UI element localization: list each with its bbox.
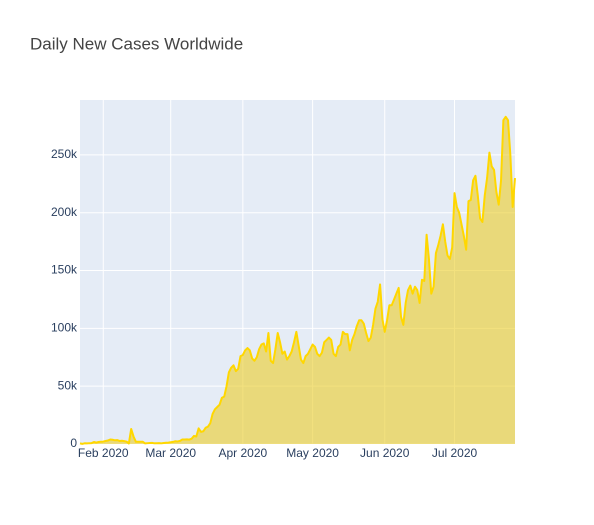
x-tick-label: Jul 2020 [432, 446, 478, 460]
x-tick-label: Apr 2020 [218, 446, 267, 460]
chart-title: Daily New Cases Worldwide [30, 34, 243, 53]
area-fill [80, 116, 515, 445]
line [79, 115, 516, 445]
y-tick-label: 150k [51, 263, 78, 277]
x-tick-label: May 2020 [286, 446, 339, 460]
y-tick-label: 0 [70, 436, 77, 450]
y-tick-label: 50k [58, 378, 78, 392]
x-tick-label: Feb 2020 [78, 446, 129, 460]
y-tick-label: 100k [51, 321, 78, 335]
y-tick-label: 200k [51, 205, 78, 219]
x-tick-label: Mar 2020 [145, 446, 196, 460]
x-tick-label: Jun 2020 [360, 446, 410, 460]
y-tick-label: 250k [51, 147, 78, 161]
